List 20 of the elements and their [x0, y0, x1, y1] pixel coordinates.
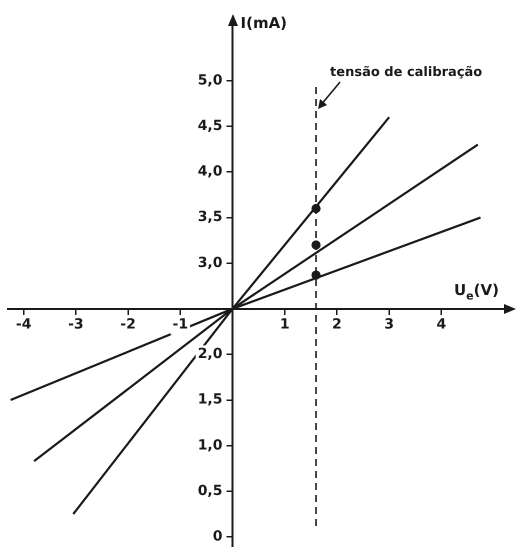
- y-tick-label: 4,5: [198, 118, 223, 134]
- y-tick-label: 2,0: [198, 346, 223, 362]
- x-tick-label: -2: [120, 316, 136, 332]
- y-tick-label: 1,5: [198, 392, 223, 408]
- x-tick-label: -4: [16, 316, 32, 332]
- ref-line-label: tensão de calibração: [330, 65, 482, 80]
- y-axis-title: I(mA): [240, 14, 288, 32]
- x-tick-label: -3: [68, 316, 84, 332]
- x-tick-label: 1: [280, 316, 290, 332]
- x-tick-label: -1: [172, 316, 188, 332]
- x-tick-label: 2: [332, 316, 342, 332]
- x-tick-label: 3: [384, 316, 394, 332]
- y-tick-label: 4,0: [198, 164, 223, 180]
- y-tick-label: 0: [212, 528, 223, 545]
- y-tick-label: 1,0: [198, 437, 223, 454]
- y-tick-label: 3,0: [198, 254, 223, 271]
- y-tick-label: 5,0: [198, 72, 223, 88]
- y-tick-label: 0,5: [198, 482, 223, 499]
- x-tick-label: 4: [436, 316, 446, 332]
- y-tick-label: 3,5: [198, 209, 223, 226]
